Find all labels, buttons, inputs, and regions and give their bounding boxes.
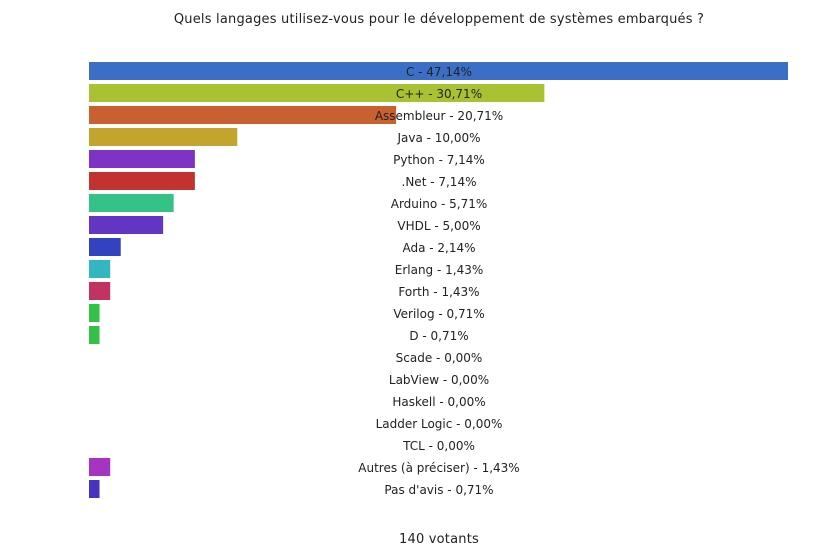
bar-label: C - 47,14% bbox=[406, 65, 472, 79]
bar-label: C++ - 30,71% bbox=[396, 87, 482, 101]
bar-net bbox=[89, 172, 195, 190]
bar-autres-pr-ciser bbox=[89, 458, 111, 476]
bar-label: TCL - 0,00% bbox=[402, 439, 475, 453]
bar-forth bbox=[89, 282, 111, 300]
bar-arduino bbox=[89, 194, 174, 212]
bar-label: Ada - 2,14% bbox=[402, 241, 475, 255]
bar-pas-d-avis bbox=[89, 480, 100, 498]
bar-verilog bbox=[89, 304, 100, 322]
bar-assembleur bbox=[89, 106, 397, 124]
bar-java bbox=[89, 128, 238, 146]
chart-plot: C - 47,14% C++ - 30,71% Assembleur - 20,71… bbox=[89, 62, 788, 498]
bar-label: .Net - 7,14% bbox=[402, 175, 477, 189]
bar-label: Ladder Logic - 0,00% bbox=[376, 417, 503, 431]
bar-vhdl bbox=[89, 216, 164, 234]
bar-label: Scade - 0,00% bbox=[396, 351, 483, 365]
bar-label: Pas d'avis - 0,71% bbox=[384, 483, 493, 497]
bar-label: Assembleur - 20,71% bbox=[375, 109, 503, 123]
bar-c bbox=[89, 62, 788, 80]
bar-label: Arduino - 5,71% bbox=[391, 197, 488, 211]
bar-erlang bbox=[89, 260, 111, 278]
bar-label: Autres (à préciser) - 1,43% bbox=[358, 461, 519, 475]
bar-label: LabView - 0,00% bbox=[389, 373, 489, 387]
bar-label: Erlang - 1,43% bbox=[395, 263, 484, 277]
bar-ada bbox=[89, 238, 121, 256]
bar-label: Forth - 1,43% bbox=[398, 285, 479, 299]
bar-c bbox=[89, 84, 545, 102]
bar-label: Java - 10,00% bbox=[396, 131, 480, 145]
bar-label: VHDL - 5,00% bbox=[397, 219, 480, 233]
bar-label: Python - 7,14% bbox=[393, 153, 485, 167]
bar-python bbox=[89, 150, 195, 168]
bar-label: Haskell - 0,00% bbox=[392, 395, 485, 409]
bar-label: Verilog - 0,71% bbox=[393, 307, 484, 321]
chart-title: Quels langages utilisez-vous pour le dév… bbox=[173, 12, 705, 27]
bar-label: D - 0,71% bbox=[409, 329, 468, 343]
bar-d bbox=[89, 326, 100, 344]
vote-count: 140 votants bbox=[399, 532, 479, 547]
